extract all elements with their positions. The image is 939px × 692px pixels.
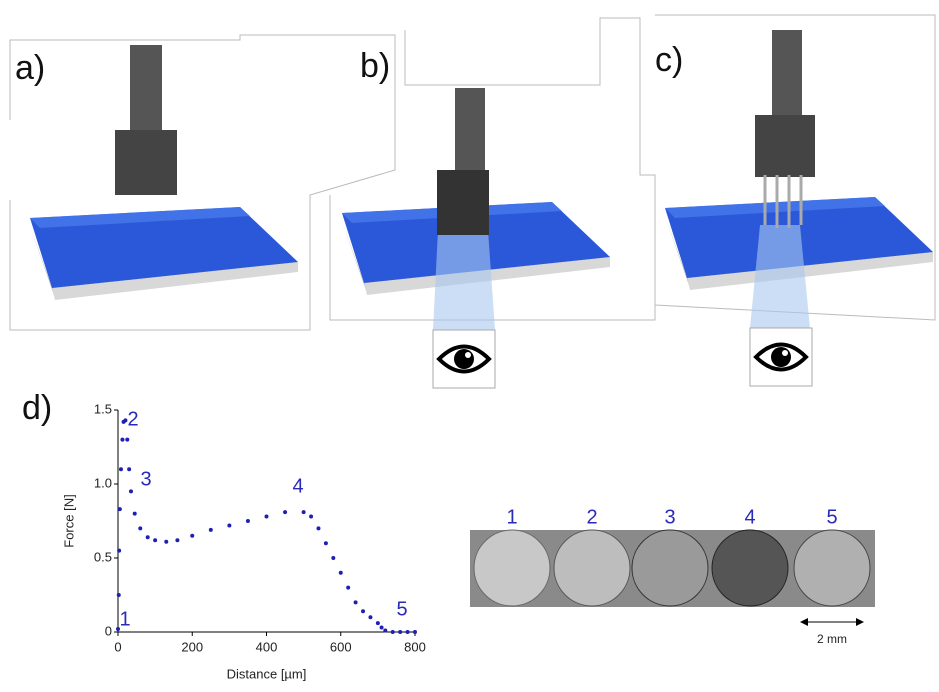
- data-point: [118, 507, 122, 511]
- data-point: [129, 489, 133, 493]
- data-point: [127, 467, 131, 471]
- chart: 0 0.5 1.0 1.5 0 200 400 600 800 Distance [µm] Forc…: [61, 401, 425, 681]
- inset-label: 1: [506, 506, 517, 528]
- panel-label: c): [655, 41, 683, 79]
- x-axis-label: Distance [µm]: [227, 666, 307, 681]
- point-annotation: 5: [396, 598, 407, 620]
- data-point: [117, 549, 121, 553]
- data-point: [125, 438, 129, 442]
- data-point: [190, 534, 194, 538]
- inset-image: [470, 530, 875, 626]
- data-point: [302, 510, 306, 514]
- data-point: [265, 515, 269, 519]
- data-point: [164, 540, 168, 544]
- data-point: [324, 541, 328, 545]
- data-point: [117, 593, 121, 597]
- y-axis-label: Force [N]: [61, 494, 76, 547]
- y-tick-label: 1.5: [94, 401, 112, 416]
- x-tick-label: 0: [114, 639, 121, 654]
- data-point: [175, 538, 179, 542]
- data-point: [309, 515, 313, 519]
- data-point: [383, 629, 387, 633]
- data-point: [331, 556, 335, 560]
- data-point: [380, 626, 384, 630]
- data-point: [346, 586, 350, 590]
- x-tick-label: 800: [404, 639, 426, 654]
- data-point: [316, 526, 320, 530]
- data-point: [209, 528, 213, 532]
- inset-label: 4: [744, 506, 755, 528]
- data-point: [138, 526, 142, 530]
- data-point: [227, 523, 231, 527]
- data-point: [368, 615, 372, 619]
- data-point: [153, 538, 157, 542]
- point-annotation: 3: [140, 468, 151, 490]
- data-point: [119, 467, 123, 471]
- data-point: [398, 630, 402, 634]
- data-point: [391, 630, 395, 634]
- panel-b: b): [330, 18, 655, 388]
- point-annotation: 4: [292, 475, 303, 497]
- panel-c: c): [655, 15, 935, 386]
- data-point: [354, 600, 358, 604]
- inset-label: 5: [826, 506, 837, 528]
- inset-label: 3: [664, 506, 675, 528]
- inset-label: 2: [586, 506, 597, 528]
- data-point: [376, 621, 380, 625]
- panel-a: a): [10, 35, 395, 330]
- data-point: [361, 609, 365, 613]
- scale-label: 2 mm: [817, 632, 847, 646]
- x-tick-label: 400: [256, 639, 278, 654]
- data-point: [120, 438, 124, 442]
- data-point: [246, 519, 250, 523]
- point-annotation: 1: [119, 608, 130, 630]
- y-tick-label: 0: [105, 623, 112, 638]
- data-point: [413, 630, 417, 634]
- x-tick-label: 600: [330, 639, 352, 654]
- panel-label: a): [15, 49, 45, 87]
- y-tick-label: 1.0: [94, 475, 112, 490]
- x-tick-label: 200: [181, 639, 203, 654]
- data-point: [406, 630, 410, 634]
- page: a) b) c) d) 0 0.5 1.0 1.5 0 200 400 600 800 Dista…: [0, 0, 939, 687]
- data-point: [339, 571, 343, 575]
- figure: a) b) c) d) 0 0.5 1.0 1.5 0 200 400 600 800 Dista…: [0, 0, 939, 687]
- data-point: [146, 535, 150, 539]
- point-annotation: 2: [127, 408, 138, 430]
- panel-label: d): [22, 389, 52, 427]
- data-point: [133, 512, 137, 516]
- panel-label: b): [360, 47, 390, 85]
- data-point: [283, 510, 287, 514]
- y-tick-label: 0.5: [94, 549, 112, 564]
